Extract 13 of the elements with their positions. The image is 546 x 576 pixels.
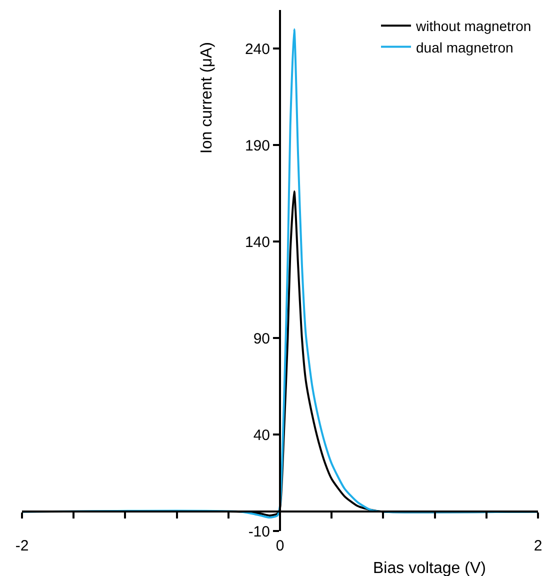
x-axis-title: Bias voltage (V) (373, 560, 486, 576)
legend-label: without magnetron (415, 18, 532, 34)
y-tick-label: 190 (244, 137, 270, 154)
y-tick-label: 40 (253, 426, 270, 444)
legend-label: dual magnetron (416, 39, 514, 56)
x-tick-label: 0 (276, 538, 284, 555)
x-tick-label: 2 (534, 538, 542, 555)
y-tick-label: 90 (253, 330, 270, 348)
x-tick-label: -2 (15, 538, 29, 555)
y-axis-title: Ion current (μA) (198, 42, 216, 154)
y-tick-label: 240 (244, 40, 270, 58)
y-tick-label: -10 (248, 523, 270, 540)
y-tick-label: 140 (244, 234, 270, 251)
